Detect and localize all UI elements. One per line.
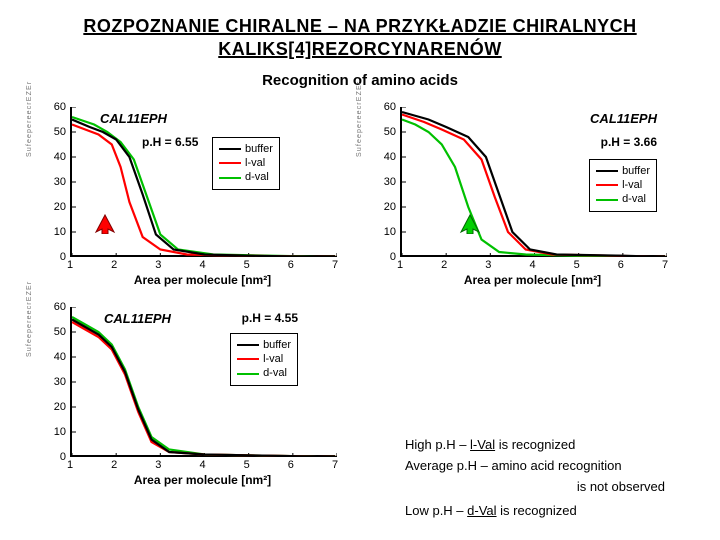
ph-label: p.H = 6.55	[142, 135, 198, 149]
charts-grid: 0102030405060 CAL11EPH p.H = 6.55 buffer…	[30, 97, 690, 497]
plot-svg	[72, 107, 337, 257]
plot-area: CAL11EPH p.H = 6.55 bufferl-vald-val	[70, 107, 335, 257]
note-high-ph: High p.H – l-Val is recognized	[405, 437, 705, 454]
plot-area: CAL11EPH p.H = 4.55 bufferl-vald-val	[70, 307, 335, 457]
chart-ph366: 0102030405060 CAL11EPH p.H = 3.66 buffer…	[360, 97, 680, 287]
chart-title: CAL11EPH	[590, 111, 657, 126]
arrow-icon	[457, 212, 487, 234]
arrow-icon	[92, 212, 122, 234]
y-axis-overlay: S u f e e p e r e e c r E Z E r	[356, 82, 363, 157]
title-line-1: ROZPOZNANIE CHIRALNE – NA PRZYKŁADZIE CH…	[83, 16, 636, 36]
note-avg-ph-2: is not observed	[405, 479, 705, 496]
x-axis-label: Area per molecule [nm²]	[400, 273, 665, 287]
chart-title: CAL11EPH	[100, 111, 167, 126]
plot-area: CAL11EPH p.H = 3.66 bufferl-vald-val	[400, 107, 665, 257]
y-ticks: 0102030405060	[30, 307, 68, 457]
title-line-2: KALIKS[4]REZORCYNARENÓW	[218, 39, 502, 59]
legend-box: bufferl-vald-val	[212, 137, 280, 190]
chart-ph655: 0102030405060 CAL11EPH p.H = 6.55 buffer…	[30, 97, 350, 287]
y-axis-overlay: S u f e e p e r e e c r E Z E r	[26, 82, 33, 157]
y-ticks: 0102030405060	[30, 107, 68, 257]
ph-label: p.H = 4.55	[242, 311, 298, 325]
x-axis-label: Area per molecule [nm²]	[70, 273, 335, 287]
chart-ph455: 0102030405060 CAL11EPH p.H = 4.55 buffer…	[30, 297, 350, 487]
legend-box: bufferl-vald-val	[230, 333, 298, 386]
chart-title: CAL11EPH	[104, 311, 171, 326]
main-title: ROZPOZNANIE CHIRALNE – NA PRZYKŁADZIE CH…	[30, 15, 690, 62]
note-low-ph: Low p.H – d-Val is recognized	[405, 503, 705, 520]
ph-label: p.H = 3.66	[601, 135, 657, 149]
notes-block: High p.H – l-Val is recognized Average p…	[405, 437, 705, 525]
y-axis-overlay: S u f e e p e r e e c r E Z E r	[26, 282, 33, 357]
note-avg-ph: Average p.H – amino acid recognition	[405, 458, 705, 475]
legend-box: bufferl-vald-val	[589, 159, 657, 212]
x-axis-label: Area per molecule [nm²]	[70, 473, 335, 487]
y-ticks: 0102030405060	[360, 107, 398, 257]
